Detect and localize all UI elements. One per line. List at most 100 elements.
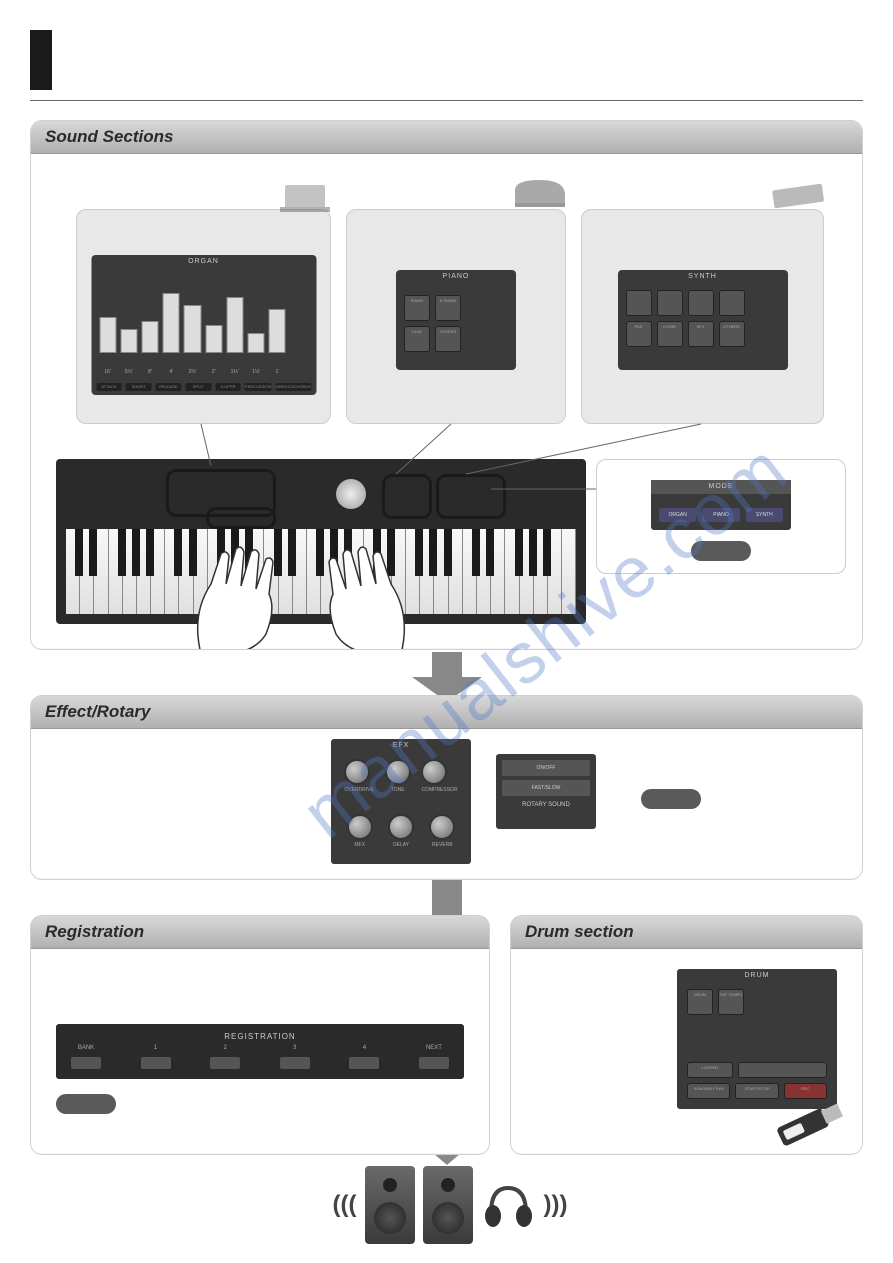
mode-btn-organ[interactable]: ORGAN bbox=[659, 508, 696, 522]
soundwave-icon: ((( bbox=[333, 1191, 357, 1219]
mode-buttons: ORGAN PIANO SYNTH bbox=[659, 508, 783, 522]
synth-btn[interactable]: CHOIR bbox=[657, 321, 683, 347]
drum-section-title: Drum section bbox=[511, 916, 862, 949]
piano-subpanel: PIANO PIANO E.PIANO CLAV OTHERS bbox=[346, 209, 566, 424]
mode-btn-piano[interactable]: PIANO bbox=[702, 508, 739, 522]
grand-piano-icon bbox=[510, 175, 570, 215]
synth-btn[interactable] bbox=[688, 290, 714, 316]
organ-control-block: ORGAN 16' 5⅓' 8' 4' 2⅔' bbox=[91, 255, 316, 395]
drum-btn-rec[interactable]: REC bbox=[784, 1083, 827, 1099]
synth-btn[interactable] bbox=[719, 290, 745, 316]
rotary-fastslow-button[interactable]: FAST/SLOW bbox=[502, 780, 590, 796]
drum-buttons: DRUM TAP TEMPO bbox=[687, 989, 744, 1015]
mode-label: MODE bbox=[651, 480, 791, 494]
highlight-synth bbox=[436, 474, 506, 519]
organ-btn[interactable]: PERCUSSION bbox=[245, 383, 271, 391]
organ-btn[interactable]: ATTACK bbox=[96, 383, 122, 391]
drum-btn[interactable]: LOOPER bbox=[687, 1062, 733, 1078]
synth-btn[interactable]: PAD bbox=[626, 321, 652, 347]
knob-overdrive[interactable]: OVERDRIVE bbox=[344, 759, 373, 793]
drum-control-block: DRUM DRUM TAP TEMPO LOOPER SONG/RHYTHM S… bbox=[677, 969, 837, 1109]
organ-subpanel: ORGAN 16' 5⅓' 8' 4' 2⅔' bbox=[76, 209, 331, 424]
efx-control-block: EFX OVERDRIVE TONE COMPRESSOR MFX DELAY … bbox=[331, 739, 471, 864]
page-ref-pill bbox=[641, 789, 701, 809]
drawbar[interactable] bbox=[120, 329, 137, 353]
audio-output: ((( ))) bbox=[280, 1160, 620, 1250]
piano-btn[interactable]: E.PIANO bbox=[435, 295, 461, 321]
effect-rotary-title: Effect/Rotary bbox=[31, 696, 862, 729]
drawbar[interactable] bbox=[226, 297, 243, 353]
drum-bottom-controls: LOOPER SONG/RHYTHM START/STOP REC bbox=[687, 1062, 827, 1099]
rotary-control-block: ON/OFF FAST/SLOW ROTARY SOUND bbox=[496, 754, 596, 829]
rotary-label: ROTARY SOUND bbox=[502, 802, 590, 808]
reg-btn-next[interactable]: NEXT bbox=[419, 1057, 449, 1069]
drawbar[interactable] bbox=[269, 309, 286, 353]
reg-btn-3[interactable]: 3 bbox=[280, 1057, 310, 1069]
piano-btn[interactable]: OTHERS bbox=[435, 326, 461, 352]
synth-buttons: PAD CHOIR SFX OTHERS bbox=[626, 290, 745, 347]
drawbar[interactable] bbox=[184, 305, 201, 353]
organ-drawbars bbox=[99, 273, 286, 353]
speaker-icon bbox=[365, 1166, 415, 1244]
headphones-icon bbox=[481, 1178, 536, 1233]
organ-btn[interactable]: SHORT bbox=[126, 383, 152, 391]
effect-rotary-panel: Effect/Rotary EFX OVERDRIVE TONE COMPRES… bbox=[30, 695, 863, 880]
drum-btn[interactable]: START/STOP bbox=[735, 1083, 778, 1099]
registration-buttons: BANK 1 2 3 4 NEXT bbox=[71, 1057, 449, 1069]
organ-btn[interactable]: SPLIT bbox=[185, 383, 211, 391]
speaker-icon bbox=[423, 1166, 473, 1244]
reg-btn-bank[interactable]: BANK bbox=[71, 1057, 101, 1069]
hands-icon bbox=[171, 514, 431, 650]
page-marker bbox=[30, 30, 52, 90]
registration-label: REGISTRATION bbox=[56, 1030, 464, 1044]
mode-btn-synth[interactable]: SYNTH bbox=[746, 508, 783, 522]
organ-instrument-icon bbox=[275, 175, 335, 215]
sound-sections-panel: Sound Sections ORGAN 16' bbox=[30, 120, 863, 650]
piano-btn[interactable]: CLAV bbox=[404, 326, 430, 352]
piano-label: PIANO bbox=[396, 270, 516, 284]
drawbar[interactable] bbox=[248, 333, 265, 353]
registration-body: REGISTRATION BANK 1 2 3 4 NEXT bbox=[31, 949, 489, 1153]
drawbar[interactable] bbox=[141, 321, 158, 353]
drawbar[interactable] bbox=[205, 325, 222, 353]
synth-control-block: SYNTH PAD CHOIR SFX OTHERS bbox=[618, 270, 788, 370]
drum-transport[interactable] bbox=[738, 1062, 827, 1078]
knob-tone[interactable]: TONE bbox=[385, 759, 411, 793]
organ-label: ORGAN bbox=[91, 255, 316, 269]
organ-btn[interactable]: RELEASE bbox=[156, 383, 182, 391]
registration-panel: Registration REGISTRATION BANK 1 2 3 4 N… bbox=[30, 915, 490, 1155]
piano-buttons: PIANO E.PIANO CLAV OTHERS bbox=[404, 295, 461, 352]
page-ref-pill bbox=[691, 541, 751, 561]
main-dial[interactable] bbox=[336, 479, 366, 509]
piano-control-block: PIANO PIANO E.PIANO CLAV OTHERS bbox=[396, 270, 516, 370]
header-rule bbox=[30, 100, 863, 101]
mode-callout: MODE ORGAN PIANO SYNTH bbox=[596, 459, 846, 574]
drum-section-panel: Drum section DRUM DRUM TAP TEMPO LOOPER … bbox=[510, 915, 863, 1155]
synth-subpanel: SYNTH PAD CHOIR SFX OTHERS bbox=[581, 209, 824, 424]
organ-btn[interactable]: VIBRATO/CHORUS bbox=[275, 383, 311, 391]
drum-btn[interactable]: DRUM bbox=[687, 989, 713, 1015]
piano-btn[interactable]: PIANO bbox=[404, 295, 430, 321]
sound-sections-title: Sound Sections bbox=[31, 121, 862, 154]
synth-btn[interactable] bbox=[626, 290, 652, 316]
knob-mfx[interactable]: MFX bbox=[347, 814, 373, 848]
efx-knobs-bottom: MFX DELAY REVERB bbox=[339, 814, 463, 848]
drawbar[interactable] bbox=[99, 317, 116, 353]
reg-btn-1[interactable]: 1 bbox=[141, 1057, 171, 1069]
knob-compressor[interactable]: COMPRESSOR bbox=[421, 759, 457, 793]
synth-btn[interactable]: SFX bbox=[688, 321, 714, 347]
registration-title: Registration bbox=[31, 916, 489, 949]
reg-btn-2[interactable]: 2 bbox=[210, 1057, 240, 1069]
synth-btn[interactable] bbox=[657, 290, 683, 316]
synth-btn[interactable]: OTHERS bbox=[719, 321, 745, 347]
drawbar[interactable] bbox=[163, 293, 180, 353]
rotary-onoff-button[interactable]: ON/OFF bbox=[502, 760, 590, 776]
drum-btn[interactable]: TAP TEMPO bbox=[718, 989, 744, 1015]
reg-btn-4[interactable]: 4 bbox=[349, 1057, 379, 1069]
knob-reverb[interactable]: REVERB bbox=[429, 814, 455, 848]
drum-btn[interactable]: SONG/RHYTHM bbox=[687, 1083, 730, 1099]
efx-label: EFX bbox=[331, 739, 471, 753]
knob-delay[interactable]: DELAY bbox=[388, 814, 414, 848]
organ-btn[interactable]: V-UPPR bbox=[215, 383, 241, 391]
registration-control-block: REGISTRATION BANK 1 2 3 4 NEXT bbox=[56, 1024, 464, 1079]
